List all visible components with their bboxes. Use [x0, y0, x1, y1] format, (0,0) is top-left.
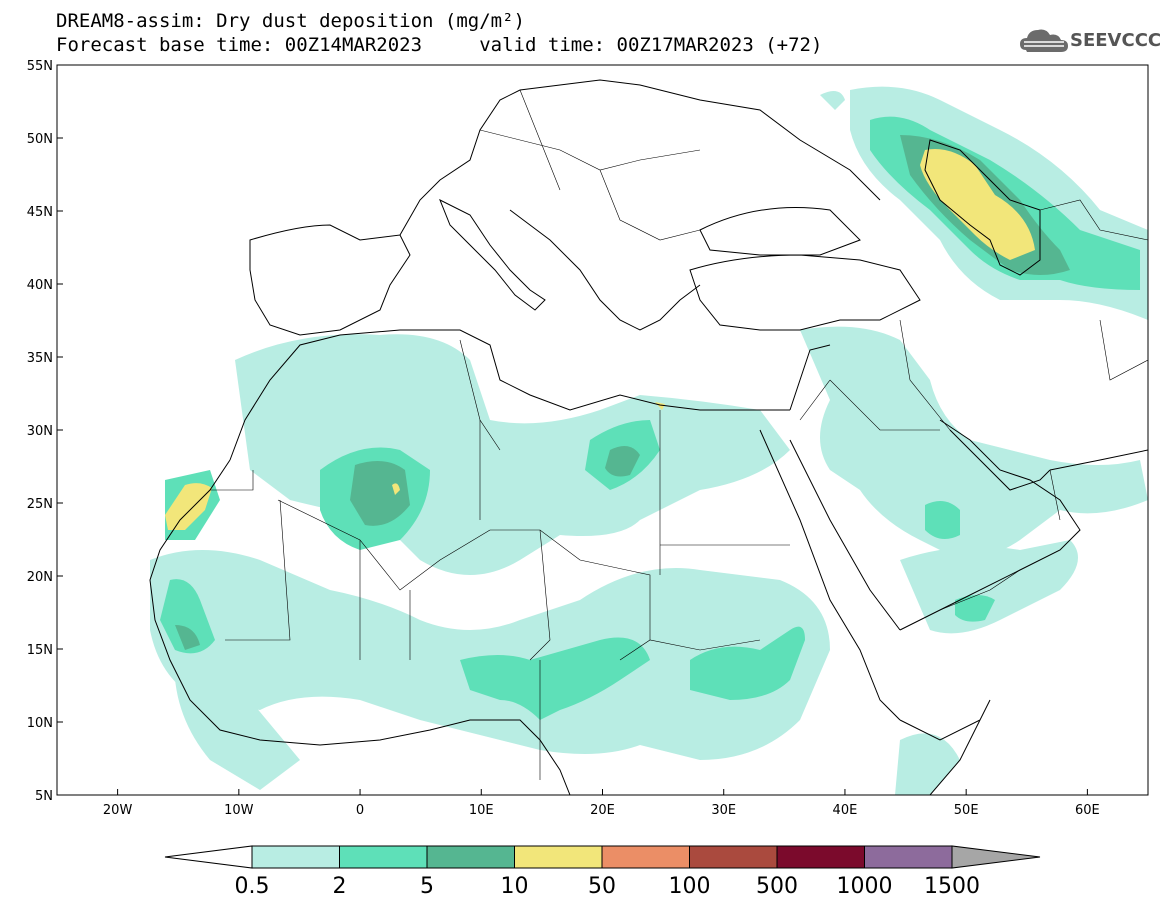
colorbar: 0.5 2 5 10 50 100 500 1000 1500	[164, 845, 1041, 899]
lon-tick-label: 60E	[1075, 803, 1100, 818]
colorbar-segment	[864, 845, 953, 869]
colorbar-level-label: 50	[588, 874, 616, 899]
colorbar-segment	[339, 845, 428, 869]
seevccc-logo: SEEVCCC	[1018, 24, 1162, 58]
lat-tick-label: 5N	[35, 789, 53, 804]
lat-tick-label: 55N	[27, 59, 53, 74]
lat-tick-label: 20N	[27, 570, 53, 585]
colorbar-segment	[776, 845, 865, 869]
colorbar-segment	[426, 845, 515, 869]
colorbar-level-label: 5	[420, 874, 434, 899]
longitude-axis: 20W 10W 0 10E 20E 30E 40E 50E 60E	[103, 789, 1100, 818]
lat-tick-label: 15N	[27, 643, 53, 658]
coastlines	[149, 79, 1148, 795]
colorbar-level-label: 1500	[924, 874, 980, 899]
lon-tick-label: 0	[356, 803, 364, 818]
lon-tick-label: 20W	[103, 803, 133, 818]
latitude-axis: 55N 50N 45N 40N 35N 30N 25N 20N 15N 10N 5N	[27, 59, 63, 804]
colorbar-under-arrow	[164, 845, 253, 869]
colorbar-over-arrow	[951, 845, 1041, 869]
colorbar-segment	[251, 845, 340, 869]
colorbar-segment	[689, 845, 778, 869]
lon-tick-label: 20E	[590, 803, 615, 818]
colorbar-segment	[601, 845, 690, 869]
lat-tick-label: 35N	[27, 351, 53, 366]
colorbar-segment	[514, 845, 603, 869]
colorbar-level-label: 1000	[837, 874, 893, 899]
lat-tick-label: 40N	[27, 278, 53, 293]
colorbar-level-label: 10	[501, 874, 529, 899]
colorbar-level-label: 2	[333, 874, 347, 899]
colorbar-level-label: 500	[756, 874, 798, 899]
lat-tick-label: 10N	[27, 716, 53, 731]
cloud-logo-icon	[1020, 29, 1068, 52]
forecast-time-line: Forecast base time: 00Z14MAR2023 valid t…	[56, 34, 823, 56]
lon-tick-label: 30E	[711, 803, 736, 818]
lon-tick-label: 40E	[833, 803, 858, 818]
colorbar-level-label: 100	[669, 874, 711, 899]
lat-tick-label: 50N	[27, 132, 53, 147]
lat-tick-label: 25N	[27, 497, 53, 512]
lat-tick-label: 30N	[27, 424, 53, 439]
logo-text: SEEVCCC	[1070, 30, 1162, 51]
map-title: DREAM8-assim: Dry dust deposition (mg/m²…	[56, 10, 525, 32]
lon-tick-label: 10E	[469, 803, 494, 818]
lon-tick-label: 50E	[954, 803, 979, 818]
country-borders	[210, 89, 1148, 780]
colorbar-level-label: 0.5	[235, 874, 270, 899]
lat-tick-label: 45N	[27, 205, 53, 220]
map-field	[149, 79, 1148, 795]
level-10-areas	[165, 149, 1035, 530]
lon-tick-label: 10W	[224, 803, 254, 818]
